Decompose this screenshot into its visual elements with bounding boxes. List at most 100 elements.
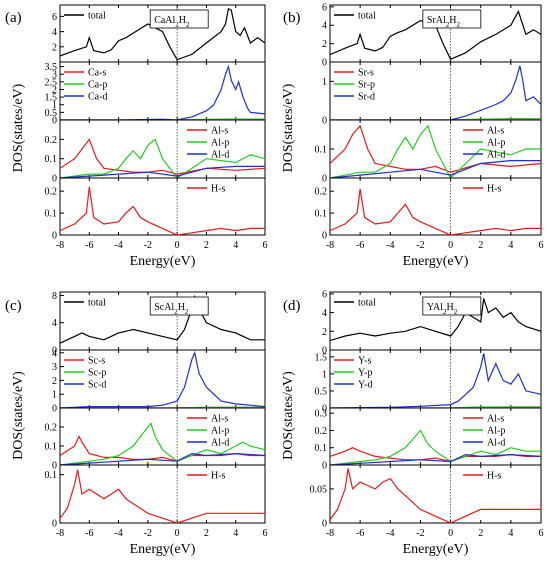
legend: Ca-sCa-pCa-d — [64, 68, 107, 103]
compound-label: CaAl2H2 — [154, 15, 190, 29]
dos-panel-b: (b) 0 2 4 6 total SrAl2H2 0 1 Sr-sSr-pSr-d 0 0.1 Al-… — [281, 2, 544, 269]
subplot-3: 0 0.1 0.2 Al-sAl-pAl-d — [45, 407, 266, 472]
legend-label: Sc-p — [88, 368, 106, 379]
legend-label: Al-d — [487, 150, 505, 161]
legend: total — [334, 298, 376, 309]
y-axis-label: DOS(states/eV) — [281, 83, 296, 172]
legend-label: H-s — [487, 184, 502, 195]
legend: Al-sAl-pAl-d — [187, 414, 229, 449]
subplot-frame — [329, 177, 542, 236]
subplot-4: 00.1 H-s — [45, 464, 266, 530]
x-tick-label: 4 — [508, 528, 513, 539]
x-tick-label: -2 — [416, 528, 424, 539]
y-tick-label: 6 — [52, 12, 57, 23]
subplot-4: 0 0.1 0.2 H-s — [45, 177, 266, 242]
x-tick-label: -4 — [114, 528, 122, 539]
y-tick-label: 4 — [52, 348, 57, 359]
subplot-2: 00.511.522.533.5 Ca-sCa-pCa-d — [45, 61, 266, 127]
y-tick-label: 3 — [52, 362, 57, 373]
y-tick-label: 0.2 — [45, 187, 58, 198]
x-tick-label: -2 — [144, 240, 152, 251]
subplot-2: 0 1 Sr-sSr-pSr-d — [322, 61, 542, 127]
y-tick-label: 0 — [322, 346, 327, 357]
y-tick-label: 0 — [52, 461, 57, 472]
y-tick-label: 1.5 — [45, 93, 58, 104]
x-tick-label: 4 — [508, 240, 513, 251]
legend: H-s — [463, 184, 502, 195]
legend: H-s — [187, 184, 226, 195]
legend-label: Y-d — [358, 380, 372, 391]
x-tick-label: -8 — [326, 528, 334, 539]
legend-label: total — [88, 298, 106, 309]
panel-label: (d) — [283, 298, 301, 314]
legend-label: Sr-s — [358, 68, 374, 79]
legend: Y-sY-pY-d — [334, 356, 372, 391]
y-tick-label: 0 — [52, 404, 57, 415]
legend: Al-sAl-pAl-d — [463, 126, 505, 161]
compound-label-box — [149, 296, 209, 316]
compound-label: YAl2H2 — [427, 302, 458, 316]
subplot-3: 0 0.1 0.2 Al-sAl-pAl-d — [45, 119, 266, 185]
x-tick-label: 0 — [175, 240, 180, 251]
panel-label: (c) — [5, 298, 22, 314]
x-tick-label: -2 — [144, 528, 152, 539]
series-line-al-d — [60, 165, 265, 178]
legend: Al-sAl-pAl-d — [187, 126, 229, 161]
y-tick-label: 0.2 — [315, 187, 328, 198]
y-tick-label: 4 — [52, 27, 57, 38]
legend-label: Ca-d — [88, 92, 107, 103]
y-tick-label: 8 — [52, 291, 57, 302]
x-axis-label: Energy(eV) — [130, 254, 196, 269]
panel-label: (a) — [5, 10, 22, 26]
subplot-frame — [59, 177, 266, 236]
y-tick-label: 4 — [322, 21, 327, 32]
y-tick-label: 0 — [322, 461, 327, 472]
y-tick-label: 0.1 — [45, 154, 58, 165]
legend-label: Al-d — [211, 438, 229, 449]
x-tick-label: 4 — [233, 528, 238, 539]
subplot-4: 0 0.05 H-s — [310, 464, 542, 530]
y-tick-label: 0 — [52, 346, 57, 357]
x-tick-label: 0 — [448, 528, 453, 539]
y-tick-label: 0.2 — [45, 135, 58, 146]
subplot-4: 0 0.1 0.2 H-s — [315, 177, 542, 242]
series-line-h-s — [60, 186, 265, 235]
y-tick-label: 0 — [52, 231, 57, 242]
y-tick-label: 6 — [322, 289, 327, 300]
legend-label: Al-p — [211, 426, 229, 437]
subplot-3: 0 0.1 0.2 0.3 Al-sAl-pAl-d — [315, 407, 542, 472]
series-line-al-d — [330, 453, 541, 465]
legend-label: Al-s — [211, 414, 228, 425]
y-tick-label: 0.3 — [315, 409, 328, 420]
x-tick-label: -2 — [416, 240, 424, 251]
x-axis-label: Energy(eV) — [403, 542, 469, 557]
y-tick-label: 1 — [322, 369, 327, 380]
y-tick-label: 1.5 — [315, 352, 328, 363]
x-tick-label: 4 — [233, 240, 238, 251]
legend-label: H-s — [487, 471, 502, 482]
y-tick-label: 0 — [52, 174, 57, 185]
series-line-total — [60, 7, 265, 61]
x-tick-label: 6 — [263, 240, 268, 251]
series-line-total — [60, 294, 265, 344]
y-tick-label: 1 — [322, 77, 327, 88]
legend-label: Al-d — [211, 150, 229, 161]
legend-label: Sc-s — [88, 356, 105, 367]
legend-label: Ca-s — [88, 68, 106, 79]
legend-label: total — [358, 298, 376, 309]
y-tick-label: 0.1 — [315, 209, 328, 220]
x-tick-label: 6 — [539, 240, 544, 251]
series-line-al-p — [330, 124, 541, 178]
x-tick-label: -4 — [386, 240, 394, 251]
series-line-al-p — [330, 429, 541, 465]
y-tick-label: 0.5 — [45, 108, 58, 119]
y-tick-label: 0 — [322, 519, 327, 530]
series-line-sr-d — [330, 65, 541, 120]
y-tick-label: 0.2 — [45, 423, 58, 434]
y-tick-label: 4 — [52, 318, 57, 329]
panel-label: (b) — [283, 10, 301, 26]
legend-label: Al-s — [487, 126, 504, 137]
series-line-al-p — [60, 138, 265, 178]
